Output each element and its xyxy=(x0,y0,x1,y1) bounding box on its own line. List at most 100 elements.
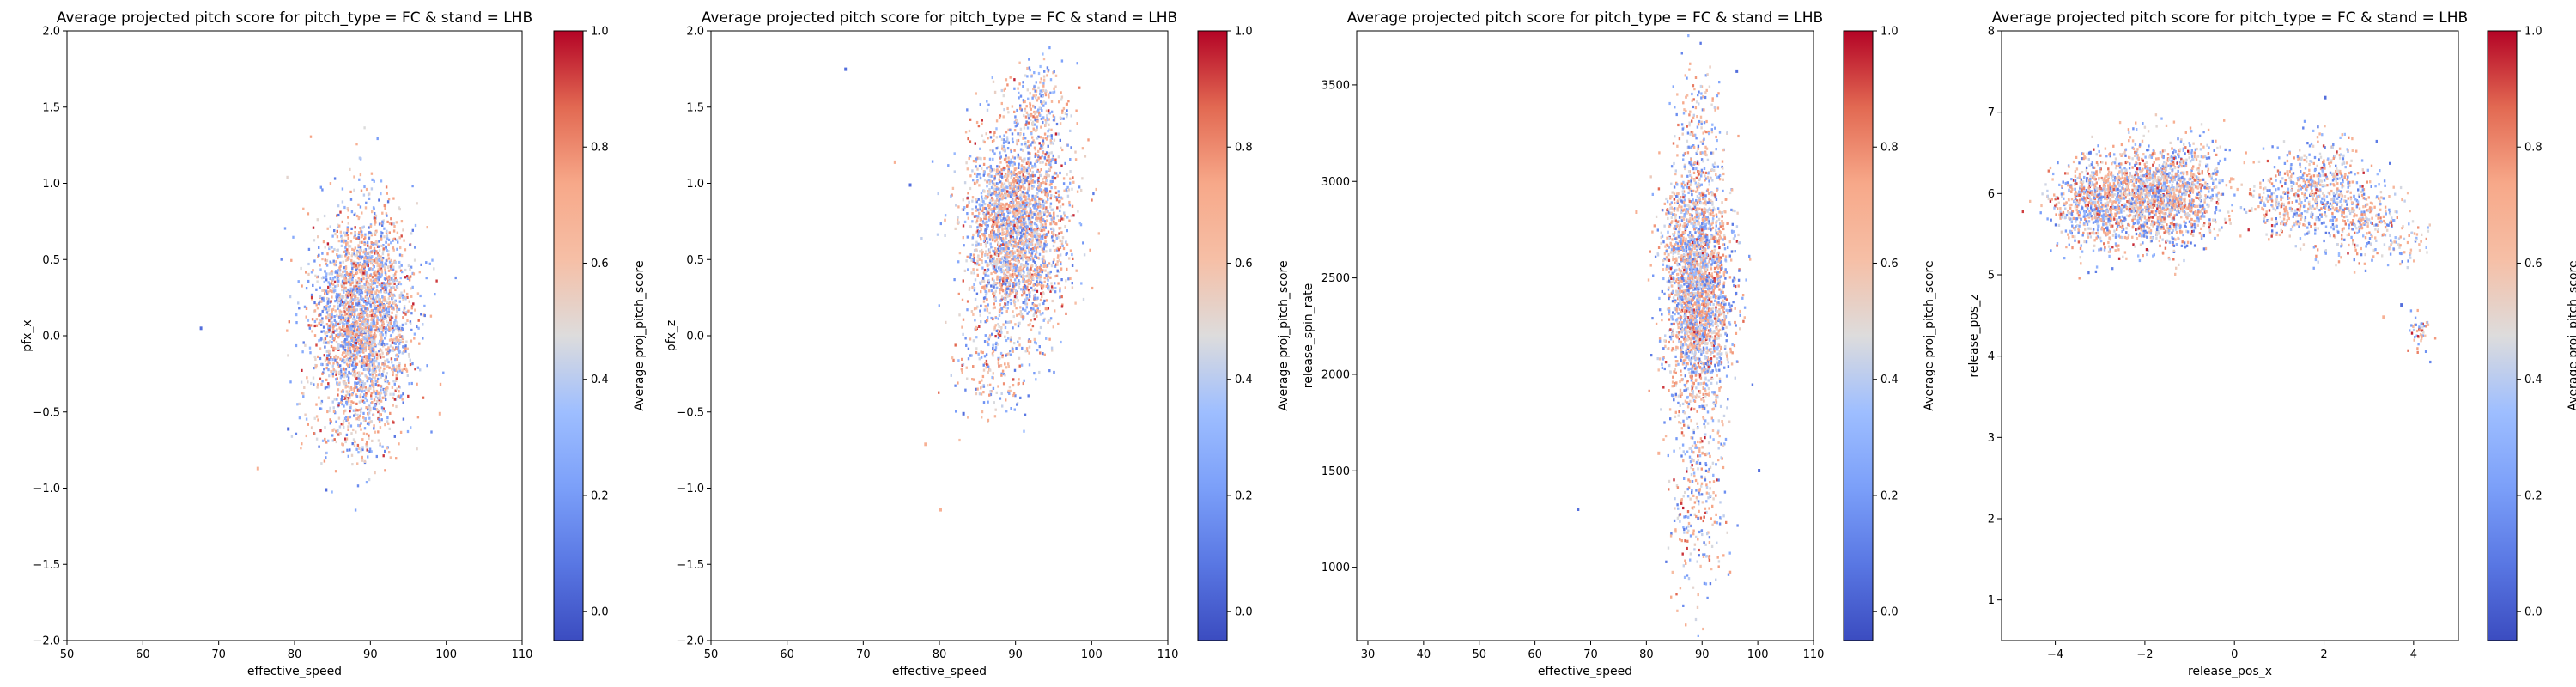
heatmap-cell xyxy=(368,246,370,250)
heatmap-cell xyxy=(354,254,356,258)
heatmap-cell xyxy=(372,385,375,389)
heatmap-cell xyxy=(1057,248,1060,252)
heatmap-cell xyxy=(326,252,329,256)
heatmap-cell xyxy=(353,341,356,344)
heatmap-cell xyxy=(993,182,996,185)
heatmap-cell xyxy=(1009,186,1012,190)
heatmap-cell xyxy=(307,279,310,283)
heatmap-cell xyxy=(380,399,383,403)
heatmap-cell xyxy=(995,236,999,240)
chart-title: Average projected pitch score for pitch_… xyxy=(702,9,1177,27)
heatmap-cell xyxy=(983,308,987,312)
heatmap-cell xyxy=(358,315,361,319)
heatmap-cell xyxy=(406,295,409,299)
heatmap-cell xyxy=(383,295,386,299)
heatmap-cell xyxy=(1048,285,1050,289)
heatmap-cell xyxy=(993,234,995,237)
heatmap-cell xyxy=(973,256,975,260)
heatmap-cell xyxy=(380,338,382,342)
heatmap-cell xyxy=(349,283,352,287)
heatmap-cell xyxy=(320,330,323,333)
heatmap-cell xyxy=(387,381,391,386)
heatmap-cell xyxy=(351,252,354,256)
heatmap-cell xyxy=(978,258,981,261)
heatmap-cell xyxy=(1037,199,1041,204)
heatmap-cell xyxy=(331,277,335,281)
heatmap-cell xyxy=(1030,224,1033,228)
heatmap-cell xyxy=(1032,249,1035,252)
heatmap-cell xyxy=(985,286,988,289)
heatmap-cell xyxy=(398,362,401,365)
heatmap-cell xyxy=(1047,230,1050,234)
heatmap-cell xyxy=(1028,277,1030,280)
heatmap-cell xyxy=(987,370,989,374)
heatmap-cell xyxy=(1038,303,1041,307)
heatmap-cell xyxy=(1054,171,1056,174)
heatmap-cell xyxy=(1022,207,1025,210)
heatmap-cell xyxy=(307,380,309,384)
heatmap-cell xyxy=(330,344,333,349)
heatmap-cell xyxy=(338,309,341,313)
heatmap-cell xyxy=(351,310,355,313)
heatmap-cell xyxy=(1008,244,1012,247)
heatmap-cell xyxy=(953,170,956,173)
heatmap-cell xyxy=(347,222,349,225)
heatmap-cell xyxy=(402,401,404,404)
heatmap-cell xyxy=(347,317,349,320)
heatmap-cell xyxy=(364,250,367,254)
heatmap-cell xyxy=(386,343,389,346)
heatmap-cell xyxy=(400,220,404,223)
heatmap-cell xyxy=(366,341,368,344)
heatmap-cell xyxy=(993,222,996,226)
heatmap-cell xyxy=(355,331,358,335)
heatmap-cell xyxy=(343,205,346,210)
heatmap-cell xyxy=(993,250,995,253)
heatmap-cell xyxy=(324,331,326,335)
heatmap-cell xyxy=(1038,243,1041,246)
heatmap-cell xyxy=(994,247,997,251)
heatmap-cell xyxy=(370,330,373,333)
heatmap-cell xyxy=(349,353,353,356)
heatmap-cell xyxy=(355,383,357,386)
heatmap-cell xyxy=(350,268,354,271)
heatmap-cell xyxy=(972,160,975,163)
heatmap-cell xyxy=(1012,161,1016,164)
heatmap-cell xyxy=(349,415,352,419)
heatmap-cell xyxy=(377,362,380,366)
heatmap-cell xyxy=(372,308,374,313)
heatmap-cell xyxy=(347,301,349,305)
heatmap-cell xyxy=(968,286,971,290)
heatmap-cell xyxy=(364,286,367,289)
heatmap-cell xyxy=(376,300,379,303)
heatmap-cell xyxy=(371,375,374,379)
heatmap-cell xyxy=(392,274,395,277)
heatmap-cell xyxy=(338,266,341,270)
heatmap-cell xyxy=(396,340,399,344)
heatmap-cell xyxy=(322,240,325,244)
heatmap-cell xyxy=(351,274,355,277)
heatmap-cell xyxy=(367,319,370,322)
heatmap-cell xyxy=(337,388,340,392)
heatmap-cell xyxy=(1038,186,1041,190)
heatmap-cell xyxy=(1022,307,1024,311)
heatmap-cell xyxy=(989,136,993,139)
heatmap-cell xyxy=(358,374,361,377)
heatmap-cell xyxy=(944,218,946,222)
heatmap-cell xyxy=(399,338,402,343)
heatmap-cell xyxy=(353,299,355,302)
heatmap-cell xyxy=(1003,134,1005,137)
heatmap-cell xyxy=(400,234,403,238)
heatmap-cell xyxy=(394,288,397,291)
heatmap-cell xyxy=(1055,274,1058,277)
heatmap-cell xyxy=(338,322,341,325)
heatmap-cell xyxy=(338,224,341,228)
heatmap-cell xyxy=(355,281,359,284)
heatmap-cell xyxy=(404,367,407,370)
heatmap-cell xyxy=(992,189,995,192)
heatmap-cell xyxy=(1025,246,1029,250)
heatmap-cell xyxy=(322,307,325,311)
heatmap-cell xyxy=(414,223,417,228)
heatmap-cell xyxy=(1015,167,1018,170)
heatmap-cell xyxy=(377,396,380,399)
heatmap-cell xyxy=(438,411,441,416)
